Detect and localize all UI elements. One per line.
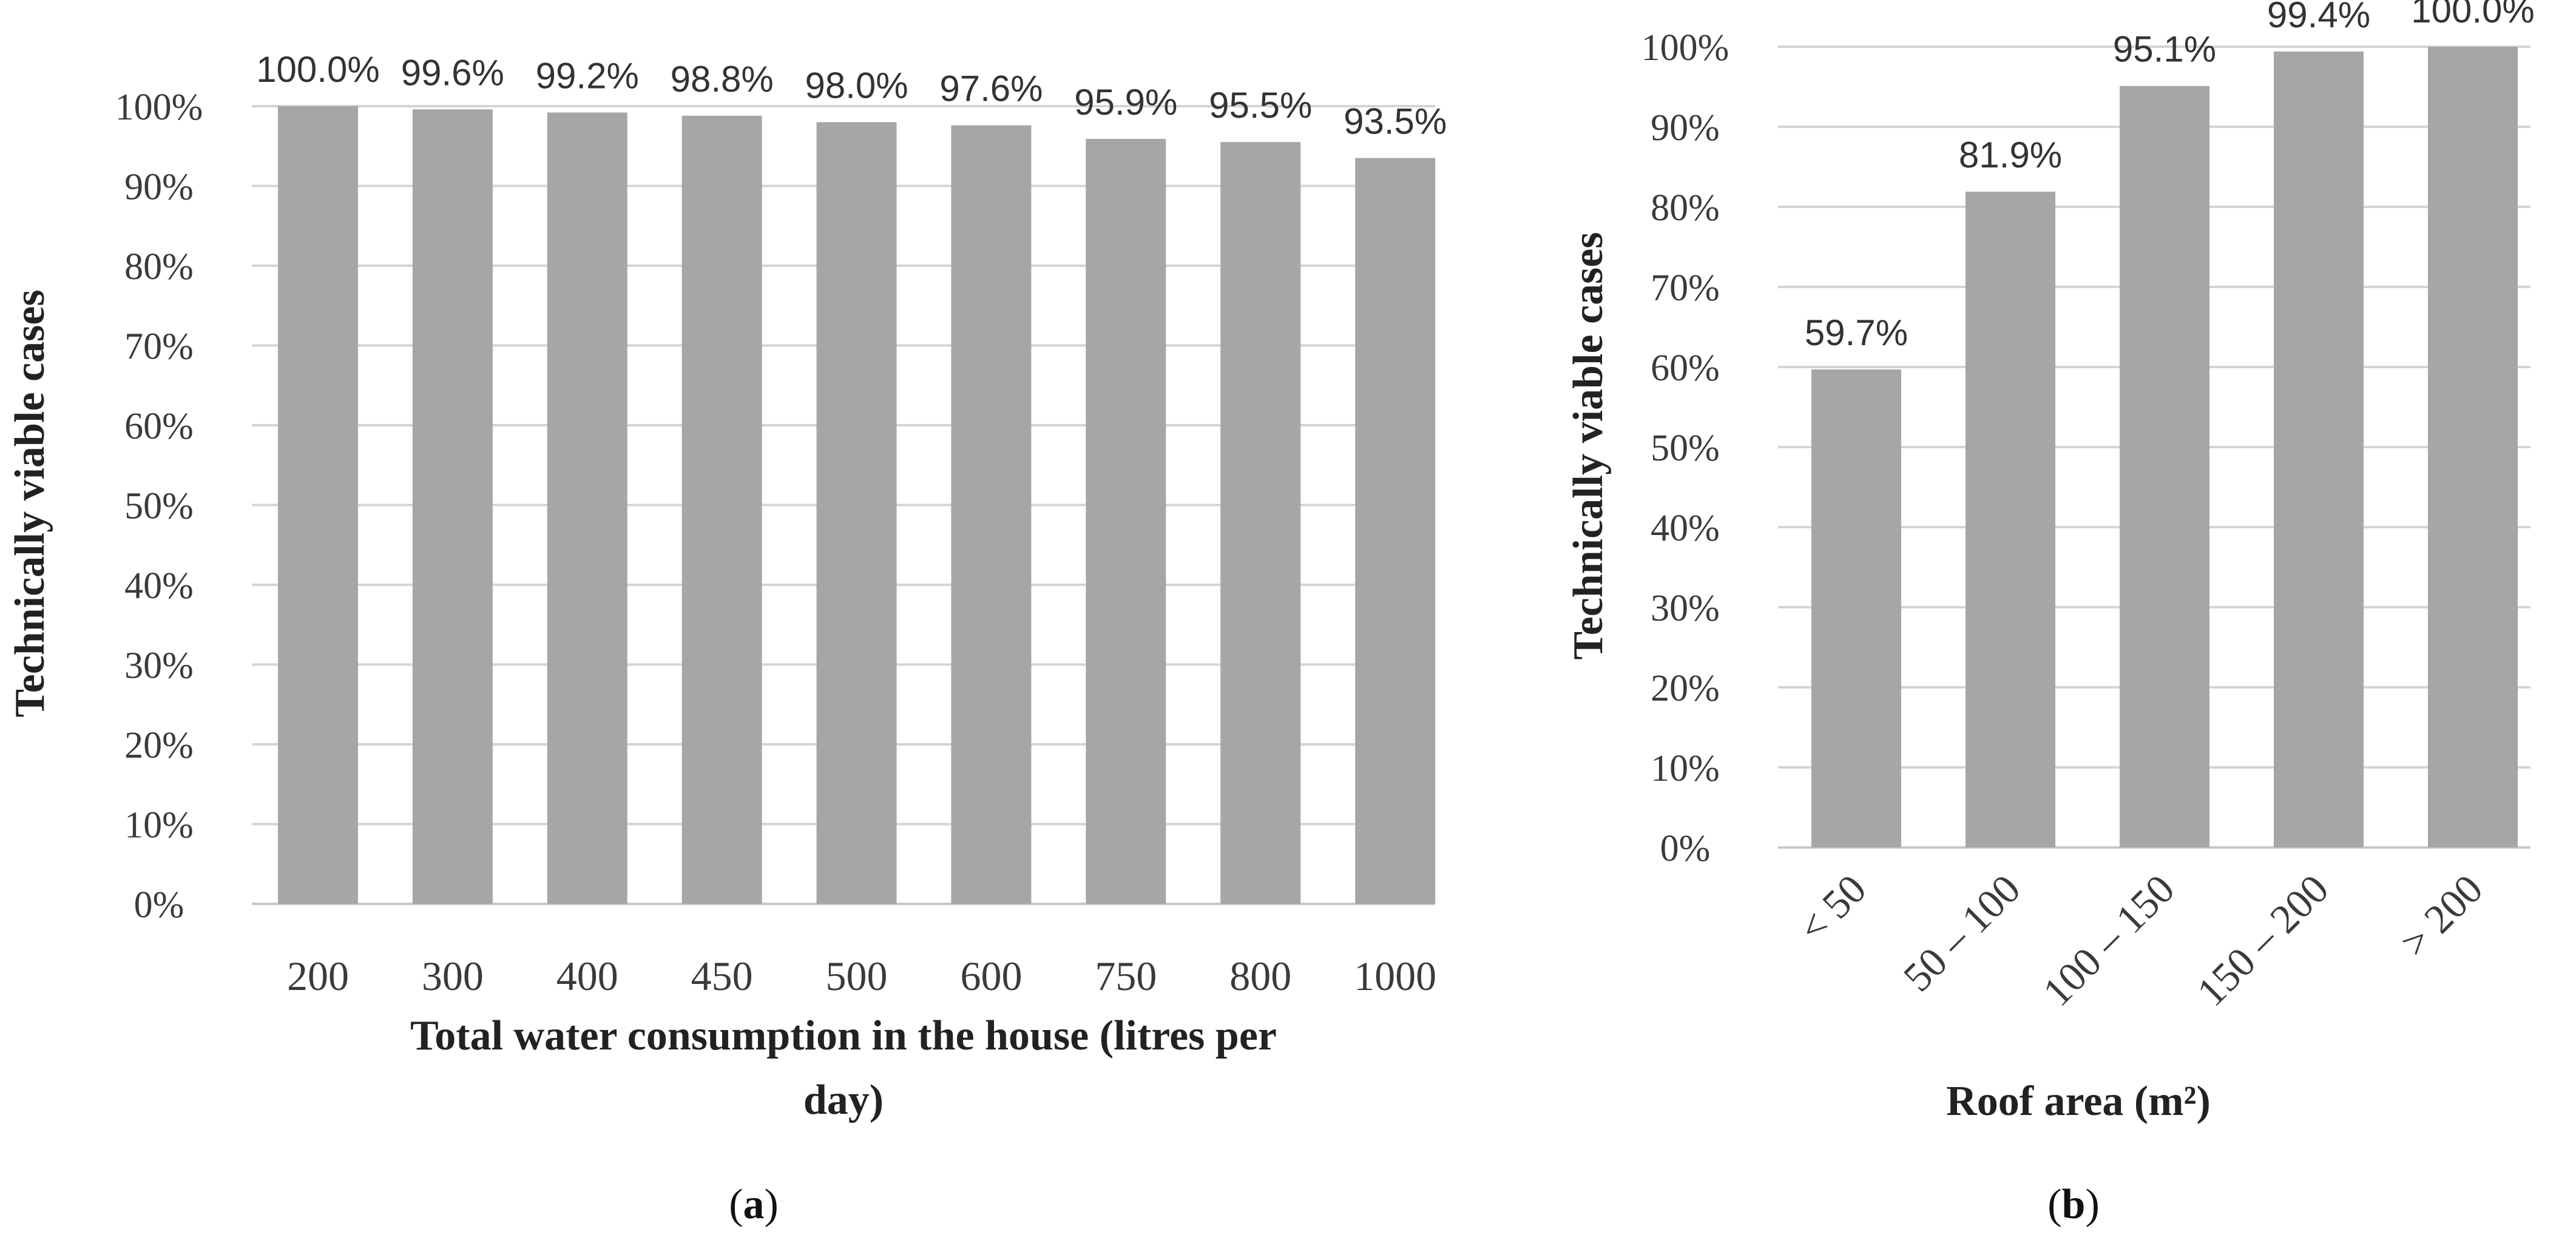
chart-b-data-label: 59.7% — [1805, 312, 1908, 353]
chart-b-y-tick-label: 100% — [1641, 27, 1729, 69]
chart-a: 0% 10% 20% 30% 40% 50% 60% 70% 80% 90% 100% 200 300… — [7, 49, 1447, 1228]
chart-a-y-tick-labels: 0% 10% 20% 30% 40% 50% 60% 70% 80% 90% 100% — [115, 87, 203, 926]
chart-a-x-tick-label: 200 — [287, 953, 349, 999]
chart-a-y-axis-title: Technically viable cases — [7, 289, 53, 717]
chart-b-x-tick-label: 50 – 100 — [1895, 866, 2029, 1000]
chart-a-x-tick-label: 1000 — [1354, 953, 1436, 999]
chart-b-y-axis-title: Technically viable cases — [1565, 232, 1612, 659]
chart-a-data-label: 93.5% — [1344, 101, 1447, 141]
chart-b-bar — [2120, 86, 2209, 848]
chart-b-y-tick-label: 0% — [1660, 828, 1711, 869]
chart-a-y-tick-label: 10% — [124, 805, 194, 846]
chart-a-bar — [1220, 142, 1301, 904]
chart-a-x-axis-title-line1: Total water consumption in the house (li… — [410, 1012, 1277, 1059]
chart-a-bar — [1355, 158, 1436, 904]
chart-a-x-tick-label: 400 — [556, 953, 618, 999]
chart-a-bar — [1086, 138, 1166, 904]
chart-a-bar — [951, 125, 1032, 904]
chart-b-x-axis-title: Roof area (m²) — [1946, 1078, 2211, 1125]
chart-a-y-tick-label: 70% — [124, 326, 194, 368]
chart-a-x-tick-label: 800 — [1229, 953, 1291, 999]
chart-b-bar — [2274, 51, 2364, 847]
chart-b-y-tick-label: 60% — [1651, 348, 1720, 389]
chart-b-y-tick-label: 90% — [1651, 107, 1720, 149]
chart-a-y-tick-label: 60% — [124, 406, 194, 447]
chart-a-data-labels: 100.0% 99.6% 99.2% 98.8% 98.0% 97.6% 95.9% 95.5… — [256, 49, 1447, 141]
chart-b-panel-label: (b) — [2047, 1181, 2100, 1228]
chart-b-bar — [1966, 191, 2055, 847]
chart-a-data-label: 98.8% — [671, 59, 774, 99]
chart-b-bar — [2428, 47, 2518, 847]
chart-b-y-tick-label: 30% — [1651, 588, 1720, 629]
chart-a-y-tick-label: 30% — [124, 645, 194, 687]
chart-a-bar — [277, 106, 358, 904]
chart-a-data-label: 100.0% — [256, 49, 380, 90]
chart-a-x-tick-label: 300 — [422, 953, 484, 999]
chart-a-x-tick-label: 500 — [826, 953, 888, 999]
chart-b-x-tick-labels: < 50 50 – 100 100 – 150 150 – 200 > 200 — [1790, 866, 2492, 1015]
chart-b-data-labels: 59.7% 81.9% 95.1% 99.4% 100.0% — [1805, 0, 2535, 353]
chart-b-bar — [1811, 369, 1901, 847]
chart-b-y-tick-labels: 0% 10% 20% 30% 40% 50% 60% 70% 80% 90% 100% — [1641, 27, 1729, 869]
chart-b-y-tick-label: 50% — [1651, 428, 1720, 469]
chart-a-y-tick-label: 20% — [124, 725, 194, 766]
chart-a-y-tick-label: 100% — [115, 87, 203, 128]
chart-a-bar — [816, 122, 897, 904]
chart-a-x-axis-title-line2: day) — [803, 1077, 884, 1123]
chart-b-data-label: 81.9% — [1959, 135, 2062, 175]
chart-a-data-label: 97.6% — [939, 69, 1043, 109]
chart-a-bar — [681, 115, 762, 904]
chart-a-y-tick-label: 40% — [124, 565, 194, 607]
chart-a-panel-label: (a) — [729, 1181, 779, 1228]
chart-b-x-tick-label: 150 – 200 — [2188, 866, 2338, 1015]
chart-a-y-tick-label: 80% — [124, 246, 194, 288]
chart-b-y-tick-label: 10% — [1651, 748, 1720, 789]
chart-b-x-tick-label: > 200 — [2392, 866, 2492, 966]
chart-a-data-label: 99.6% — [401, 52, 504, 93]
chart-a-bar — [412, 109, 493, 904]
chart-b-x-tick-label: 100 – 150 — [2034, 866, 2183, 1015]
chart-a-x-tick-label: 600 — [960, 953, 1022, 999]
chart-b-x-tick-label: < 50 — [1790, 866, 1875, 951]
chart-a-data-label: 98.0% — [805, 65, 908, 106]
chart-b-y-tick-label: 20% — [1651, 668, 1720, 709]
chart-a-y-tick-label: 90% — [124, 167, 194, 208]
chart-a-x-tick-label: 450 — [691, 953, 753, 999]
chart-a-data-label: 95.5% — [1209, 85, 1312, 126]
chart-a-x-tick-label: 750 — [1095, 953, 1157, 999]
chart-a-bars — [277, 106, 1436, 904]
chart-b-data-label: 95.1% — [2113, 29, 2216, 70]
chart-b-y-tick-label: 80% — [1651, 187, 1720, 229]
chart-a-bar — [547, 112, 627, 904]
chart-a-y-tick-label: 50% — [124, 486, 194, 527]
chart-b-y-tick-label: 70% — [1651, 268, 1720, 309]
chart-b-y-tick-label: 40% — [1651, 508, 1720, 549]
chart-a-x-tick-labels: 200 300 400 450 500 600 750 800 1000 — [287, 953, 1436, 999]
chart-b-bars — [1811, 47, 2518, 848]
chart-a-data-label: 99.2% — [536, 56, 639, 96]
chart-a-data-label: 95.9% — [1074, 82, 1177, 123]
chart-b-data-label: 100.0% — [2411, 0, 2535, 30]
chart-b-data-label: 99.4% — [2267, 0, 2370, 35]
chart-a-y-tick-label: 0% — [134, 884, 184, 926]
chart-b: 0% 10% 20% 30% 40% 50% 60% 70% 80% 90% 100% < 50 50… — [1565, 0, 2535, 1228]
